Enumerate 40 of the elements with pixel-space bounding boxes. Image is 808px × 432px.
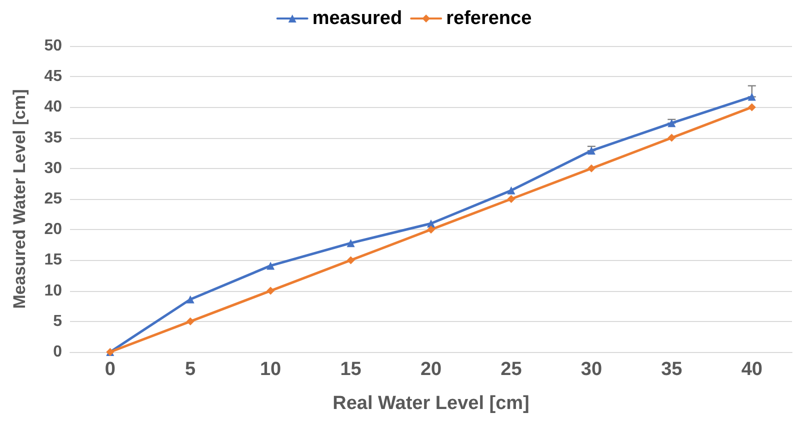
y-tick-label: 50 (44, 38, 62, 54)
point (587, 164, 596, 172)
x-axis-title: Real Water Level [cm] (332, 393, 530, 414)
point (748, 103, 756, 112)
x-tick-label: 10 (260, 359, 282, 380)
point (346, 256, 355, 264)
point (507, 186, 516, 194)
point (427, 226, 435, 234)
point (186, 317, 194, 326)
y-tick-label: 40 (44, 98, 62, 116)
x-tick-label: 35 (661, 359, 683, 380)
y-tick-label: 25 (44, 190, 62, 208)
y-tick-label: 15 (44, 252, 62, 269)
point (266, 262, 275, 270)
x-tick-label: 5 (185, 359, 196, 380)
legend-label: measured (312, 8, 402, 29)
y-tick-label: 5 (53, 312, 62, 330)
point (427, 219, 435, 228)
x-tick-label: 15 (340, 359, 362, 380)
legend-label: reference (446, 8, 532, 29)
point (346, 239, 355, 248)
y-tick-label: 30 (44, 160, 62, 177)
y-tick-label: 20 (44, 221, 62, 238)
y-tick-label: 45 (44, 68, 62, 86)
point (748, 92, 756, 101)
y-tick-label: 35 (44, 129, 62, 146)
y-axis-title: Measured Water Level [cm] (10, 89, 29, 309)
x-tick-label: 30 (580, 359, 602, 380)
x-tick-label: 25 (500, 359, 522, 380)
point (507, 195, 516, 203)
x-tick-label: 20 (420, 359, 442, 380)
y-tick-label: 0 (53, 344, 62, 360)
point (587, 146, 596, 155)
x-tick-label: 40 (741, 359, 762, 380)
x-tick-label: 0 (104, 359, 116, 380)
y-tick-label: 10 (44, 282, 62, 300)
point (266, 286, 275, 295)
point (668, 134, 676, 142)
point (186, 295, 194, 304)
point (668, 119, 676, 128)
